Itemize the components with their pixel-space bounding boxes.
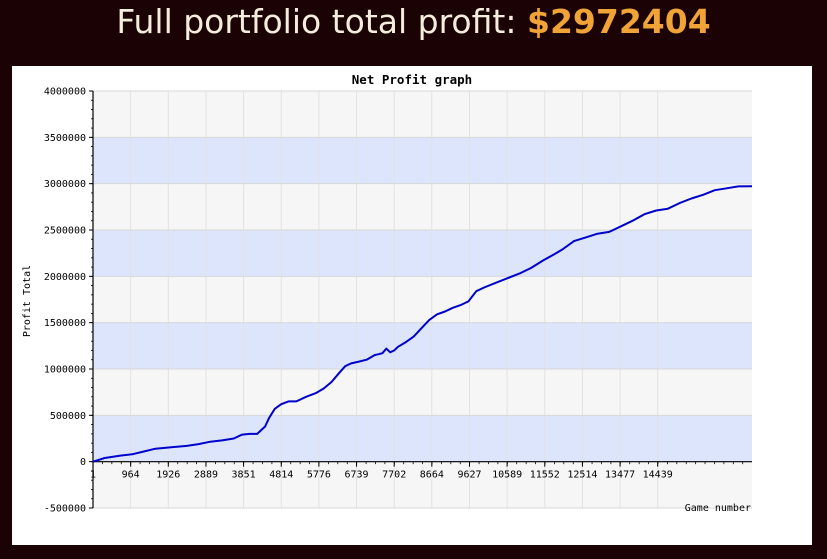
headline-label: Full portfolio total profit:: [116, 2, 517, 41]
background-band: [93, 461, 752, 508]
x-tick-label: 964: [122, 470, 140, 481]
y-tick-label: -500000: [44, 504, 86, 515]
chart-panel: 4000000 3500000 3000000 2500000 2000000 15000…: [12, 66, 812, 545]
y-tick-label: 500000: [50, 411, 86, 422]
x-tick-label: 1926: [156, 470, 180, 481]
series-group: [92, 185, 753, 463]
y-tick-label: 2000000: [44, 272, 86, 283]
x-tick-label: 14439: [643, 470, 673, 481]
background-band: [93, 415, 752, 462]
headline-amount: $2972404: [526, 2, 711, 41]
horizontal-gridlines: [93, 90, 752, 509]
x-tick-label: 13477: [605, 470, 635, 481]
x-tick-label: 2889: [194, 470, 218, 481]
x-tick-label: 5776: [307, 470, 331, 481]
x-tick-label: 1: [90, 470, 96, 481]
portfolio-profit-headline: Full portfolio total profit: $2972404: [0, 2, 827, 41]
x-tick-label: 3851: [232, 470, 256, 481]
x-tick-label: 7702: [382, 470, 406, 481]
y-tick-label: 1500000: [44, 318, 86, 329]
x-tick-label: 12514: [567, 470, 597, 481]
y-tick-label: 3500000: [44, 133, 86, 144]
x-tick-label: 8664: [420, 470, 444, 481]
background-band: [93, 91, 752, 138]
background-band: [93, 322, 752, 369]
x-tick-label: 4814: [269, 470, 293, 481]
background-band: [93, 369, 752, 416]
x-axis-ticks: 1 964 1926 2889 3851 4814 5776 6739 7702 8664 9627…: [90, 461, 744, 481]
x-axis-label: Game number: [685, 503, 751, 514]
x-tick-label: 10589: [492, 470, 522, 481]
y-axis-label: Profit Total: [22, 265, 33, 337]
x-tick-label: 9627: [457, 470, 481, 481]
background-band: [93, 137, 752, 184]
y-tick-label: 4000000: [44, 87, 86, 98]
net-profit-series-line: [92, 185, 753, 463]
x-tick-label: 6739: [344, 470, 368, 481]
y-tick-label: 1000000: [44, 365, 86, 376]
net-profit-chart: 4000000350000030000002500000200000015000…: [22, 72, 753, 515]
background-band: [93, 230, 752, 277]
chart-title: Net Profit graph: [352, 72, 472, 87]
y-tick-label: 2500000: [44, 226, 86, 237]
x-tick-label: 11552: [530, 470, 560, 481]
background-bands: [93, 91, 752, 508]
y-tick-label: 0: [80, 457, 86, 468]
y-tick-label: 3000000: [44, 179, 86, 190]
background-band: [93, 276, 752, 323]
vertical-gridlines: [92, 91, 659, 508]
background-band: [93, 183, 752, 230]
y-axis-ticks: 4000000350000030000002500000200000015000…: [44, 87, 93, 515]
